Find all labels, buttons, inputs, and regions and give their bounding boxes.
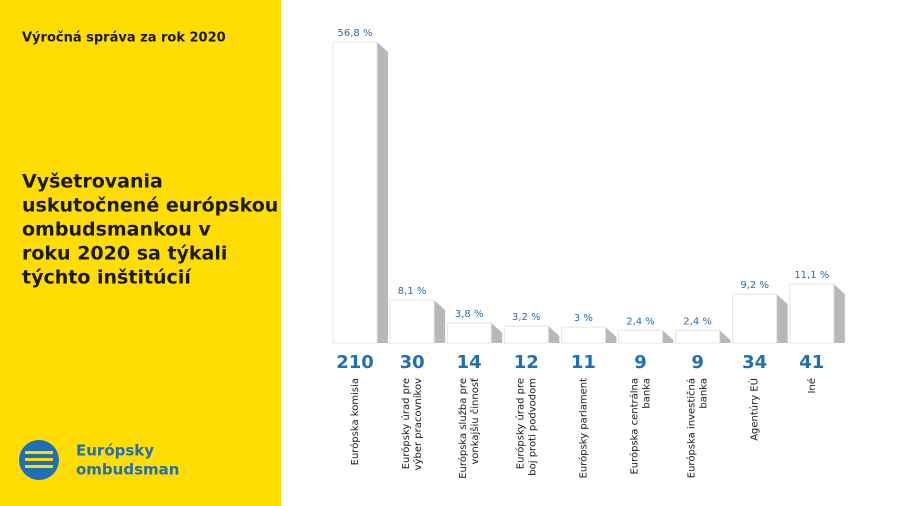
count-label: 12	[514, 352, 539, 373]
value-label: 3 %	[574, 313, 593, 324]
bar	[332, 41, 378, 344]
count-label: 210	[336, 352, 374, 373]
bar-shadow	[719, 330, 731, 343]
side-panel	[0, 0, 281, 506]
category-label: Európska komisia	[349, 378, 361, 465]
bar	[675, 329, 721, 344]
category-label: výber pracovníkov	[412, 378, 424, 470]
bar-shadow	[662, 330, 674, 343]
count-label: 34	[742, 352, 767, 373]
value-label: 2,4 %	[683, 316, 712, 327]
count-label: 9	[634, 352, 647, 373]
bar	[446, 322, 492, 344]
category-label: banka	[699, 378, 710, 409]
logo-stripe	[25, 451, 53, 454]
bar	[389, 299, 435, 344]
category-label: Európska služba pre	[457, 378, 469, 479]
bar-shadow	[377, 42, 388, 343]
bar-shadow	[548, 326, 560, 343]
bar	[560, 326, 606, 344]
category-label: Agentúry EÚ	[748, 378, 761, 441]
title-line: Vyšetrovania	[22, 171, 163, 193]
category-label: Európsky úrad pre	[400, 378, 412, 469]
value-label: 8,1 %	[398, 286, 427, 297]
count-label: 14	[457, 352, 482, 373]
chart-title: Vyšetrovania uskutočnené európskou ombud…	[22, 171, 278, 289]
bar-shadow	[605, 327, 617, 343]
title-line: roku 2020 sa týkali	[22, 243, 227, 265]
category-label: vonkajšiu činnosť	[469, 378, 481, 465]
bar	[618, 329, 663, 344]
value-label: 11,1 %	[794, 270, 829, 281]
logo: Európsky ombudsman	[19, 440, 179, 480]
value-label: 3,2 %	[512, 312, 541, 323]
logo-stripe	[25, 458, 53, 461]
value-label: 2,4 %	[626, 316, 655, 327]
bar-shadow	[833, 284, 845, 343]
title-line: týchto inštitúcií	[22, 267, 192, 289]
logo-stripe	[25, 465, 53, 468]
bar	[732, 293, 778, 344]
count-label: 41	[799, 352, 824, 373]
category-label: Európska investičná	[686, 378, 698, 478]
logo-text: Európsky	[76, 442, 154, 460]
bar-shadow	[776, 294, 788, 343]
value-label: 56,8 %	[338, 28, 373, 39]
header: Výročná správa za rok 2020	[22, 31, 226, 46]
bar	[503, 325, 549, 344]
bar-shadow	[434, 300, 446, 343]
bar-shadow	[491, 322, 503, 343]
title-line: ombudsmankou v	[22, 219, 211, 241]
category-label: banka	[642, 378, 653, 409]
title-line: uskutočnené európskou	[22, 195, 278, 217]
value-label: 9,2 %	[740, 280, 769, 291]
count-label: 9	[691, 352, 704, 373]
logo-text: ombudsman	[76, 461, 179, 479]
category-label: Európsky úrad pre	[514, 378, 526, 469]
category-label: Iné	[806, 378, 818, 393]
count-label: 30	[400, 352, 425, 373]
bar	[789, 283, 835, 344]
value-label: 3,8 %	[455, 309, 484, 320]
category-label: Európsky parlament	[577, 378, 589, 478]
category-label: boj proti podvodom	[527, 378, 538, 476]
count-label: 11	[571, 352, 596, 373]
category-label: Európska centrálna	[629, 378, 641, 475]
